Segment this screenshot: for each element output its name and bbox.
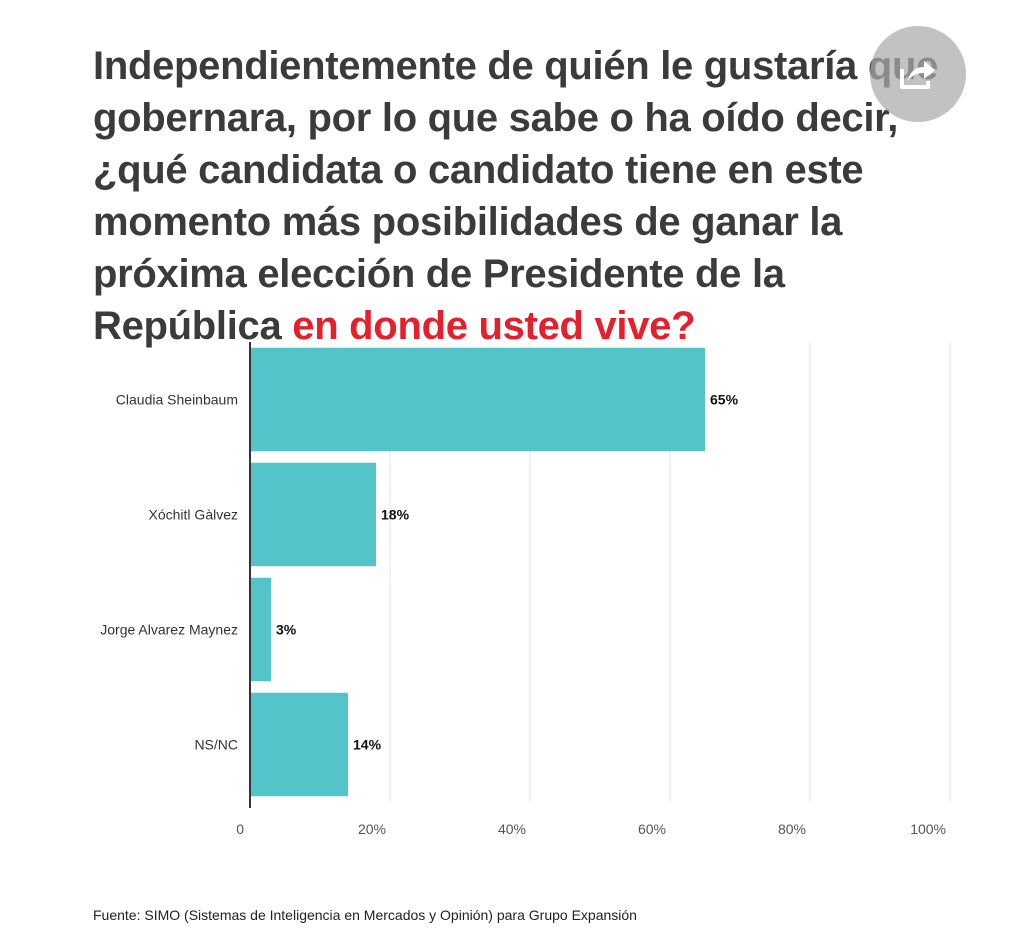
data-label-1: 18%	[381, 507, 410, 523]
data-label-3: 14%	[353, 737, 382, 753]
x-tick-label-2: 40%	[498, 821, 526, 837]
bar-1	[250, 462, 376, 567]
category-label-1: Xóchitl Gàlvez	[149, 507, 238, 523]
category-label-3: NS/NC	[194, 737, 238, 753]
x-tick-label-1: 20%	[358, 821, 386, 837]
bar-2	[250, 577, 271, 682]
x-tick-label-4: 80%	[778, 821, 806, 837]
chart-title-main: Independientemente de quién le gustaría …	[93, 44, 939, 348]
bar-0	[250, 347, 705, 452]
bar-3	[250, 692, 348, 797]
category-label-0: Claudia Sheinbaum	[116, 392, 238, 408]
chart-title: Independientemente de quién le gustaría …	[93, 40, 953, 352]
x-tick-label-5: 100%	[910, 821, 946, 837]
share-button[interactable]	[870, 26, 966, 122]
source-note: Fuente: SIMO (Sistemas de Inteligencia e…	[93, 907, 637, 923]
chart-title-highlight: en donde usted vive?	[292, 304, 696, 348]
data-label-2: 3%	[276, 622, 297, 638]
share-icon	[900, 61, 935, 89]
x-tick-label-3: 60%	[638, 821, 666, 837]
category-label-2: Jorge Alvarez Maynez	[100, 622, 238, 638]
data-label-0: 65%	[710, 392, 739, 408]
x-tick-label-0: 0	[236, 821, 244, 837]
bar-chart: Claudia Sheinbaum 65% Xóchitl Gàlvez 18% Jor…	[100, 342, 951, 837]
